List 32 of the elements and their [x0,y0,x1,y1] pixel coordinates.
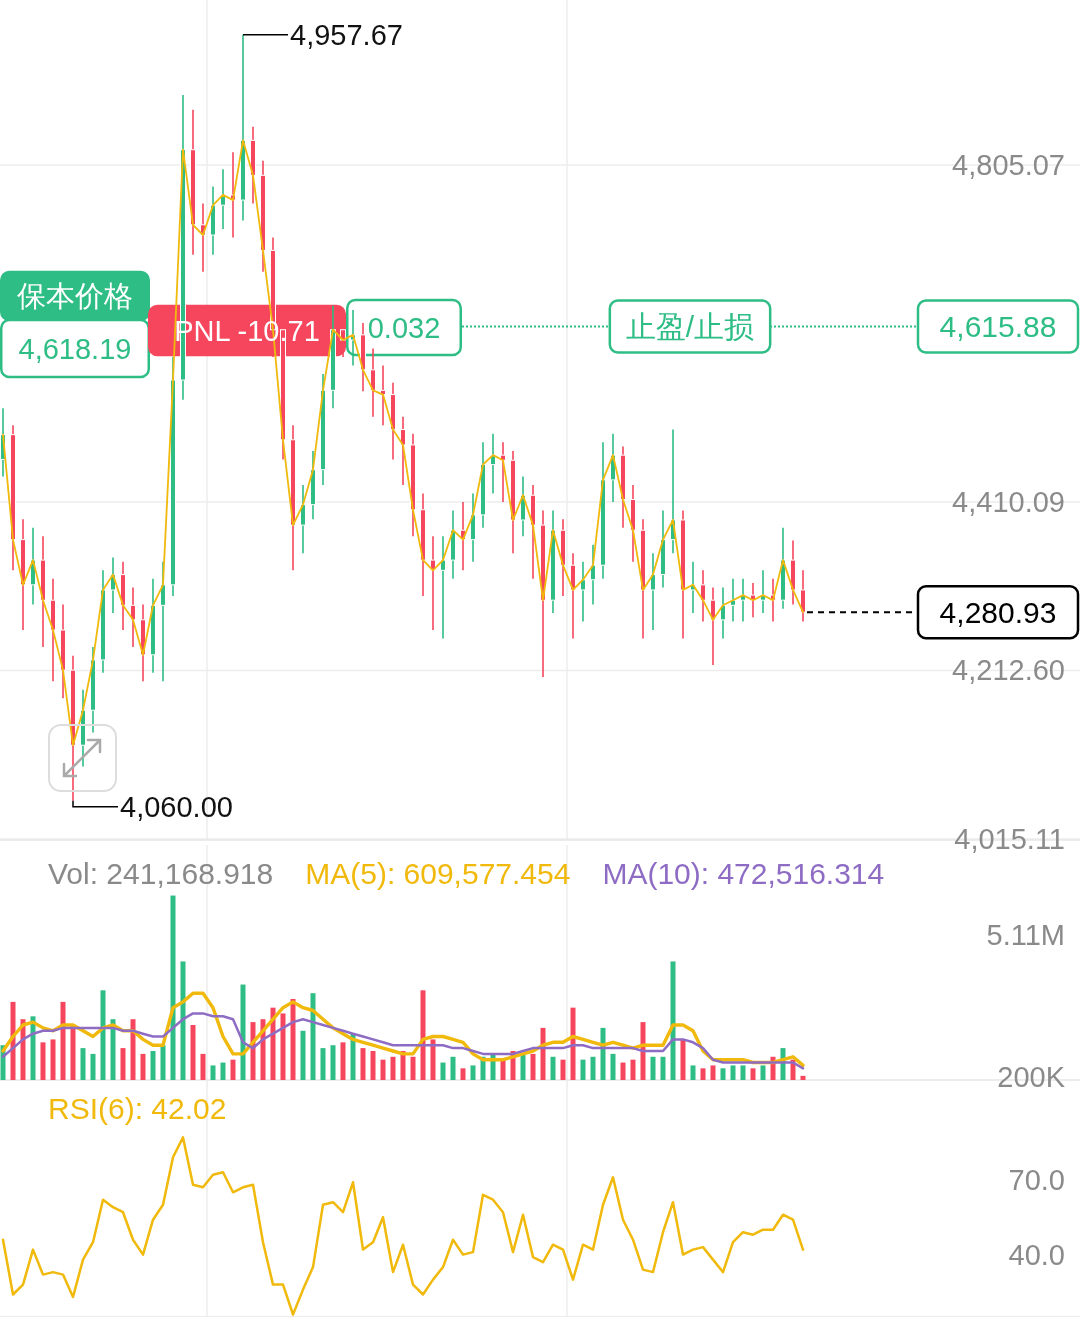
candlestick [650,552,656,631]
annotation: 4,957.67 [290,18,403,51]
y-tick-label: 4,805.07 [952,149,1065,182]
candlestick [500,441,506,503]
candlestick [400,415,406,486]
series-label: RSI(6): 42.02 [48,1091,227,1125]
y-tick-label: 70.0 [1008,1163,1065,1196]
candlestick [700,569,706,623]
y-tick-label: 5.11M [986,919,1065,952]
text: MA(10): 472,516.314 [602,856,885,890]
y-tick-label: 4,410.09 [952,486,1065,518]
candlestick [300,484,306,555]
candlestick [800,569,806,623]
ref-line-label: 止盈/止损 [625,309,755,343]
annotation: 4,618.19 [18,332,132,365]
line-series [2,139,804,747]
y-tick-label: 40.0 [1008,1238,1065,1271]
line-series [1,1012,805,1070]
y-tick-label: 4,212.60 [952,654,1065,687]
annotation: 保本价格 [17,280,133,312]
candlestick [160,560,166,683]
ref-line-label: 4,280.93 [939,595,1057,629]
y-tick-label: 200K [997,1061,1066,1093]
annotation: 0.032 [367,311,441,344]
candlestick [580,560,586,623]
annotation: Vol: 241,168.918 [48,856,274,890]
y-tick-label: 4,015.11 [954,822,1065,855]
annotation: 4,060.00 [120,790,233,823]
text: MA(5): 609,577.454 [305,856,571,890]
candlestick [440,535,446,640]
line-series [1,1136,805,1316]
text: 4,615.88 [939,309,1057,343]
